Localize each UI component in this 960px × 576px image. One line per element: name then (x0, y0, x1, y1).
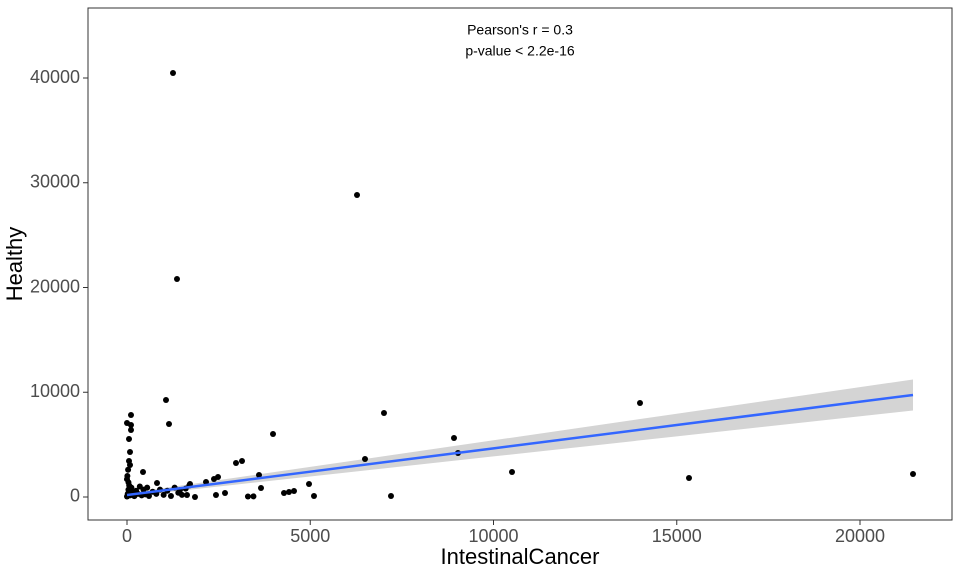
point (160, 491, 167, 498)
point (285, 488, 292, 495)
point (127, 411, 134, 418)
y-tick-label: 20000 (30, 276, 80, 296)
point (127, 462, 134, 469)
point (244, 493, 251, 500)
point (509, 468, 516, 475)
point (239, 457, 246, 464)
point (169, 69, 176, 76)
point (211, 475, 218, 482)
point (126, 435, 133, 442)
plot-panel (87, 7, 953, 521)
point (212, 492, 219, 499)
point (636, 400, 643, 407)
y-tick-label: 30000 (30, 172, 80, 192)
y-tick-label: 0 (70, 486, 80, 506)
point (232, 459, 239, 466)
x-axis-title: IntestinalCancer (441, 544, 600, 569)
point (306, 481, 313, 488)
point (125, 466, 132, 473)
point (380, 409, 387, 416)
point (124, 473, 131, 480)
point (127, 448, 134, 455)
point (191, 493, 198, 500)
annotation: Pearson's r = 0.3 (467, 22, 573, 38)
y-axis-title: Healthy (2, 227, 27, 302)
point (167, 492, 174, 499)
x-tick-label: 15000 (652, 526, 702, 546)
point (123, 420, 130, 427)
point (128, 484, 135, 491)
point (165, 420, 172, 427)
point (250, 493, 257, 500)
point (154, 479, 161, 486)
point (144, 484, 151, 491)
y-tick-label: 40000 (30, 67, 80, 87)
point (256, 472, 263, 479)
point (145, 492, 152, 499)
y-tick-label: 10000 (30, 381, 80, 401)
point (221, 490, 228, 497)
confidence-band (126, 379, 914, 497)
point (125, 479, 132, 486)
point (183, 492, 190, 499)
point (910, 470, 917, 477)
point (685, 475, 692, 482)
point (127, 426, 134, 433)
point (162, 397, 169, 404)
point (178, 491, 185, 498)
point (450, 435, 457, 442)
fit-line (126, 393, 914, 497)
point (257, 484, 264, 491)
point (140, 468, 147, 475)
point (281, 490, 288, 497)
point (310, 492, 317, 499)
point (270, 431, 277, 438)
annotation: p-value < 2.2e-16 (465, 43, 575, 59)
point (173, 276, 180, 283)
x-tick-label: 10000 (468, 526, 518, 546)
x-tick-label: 0 (122, 526, 132, 546)
point (291, 488, 298, 495)
x-tick-label: 5000 (290, 526, 330, 546)
point (362, 455, 369, 462)
point (387, 492, 394, 499)
point (354, 192, 361, 199)
x-tick-label: 20000 (835, 526, 885, 546)
